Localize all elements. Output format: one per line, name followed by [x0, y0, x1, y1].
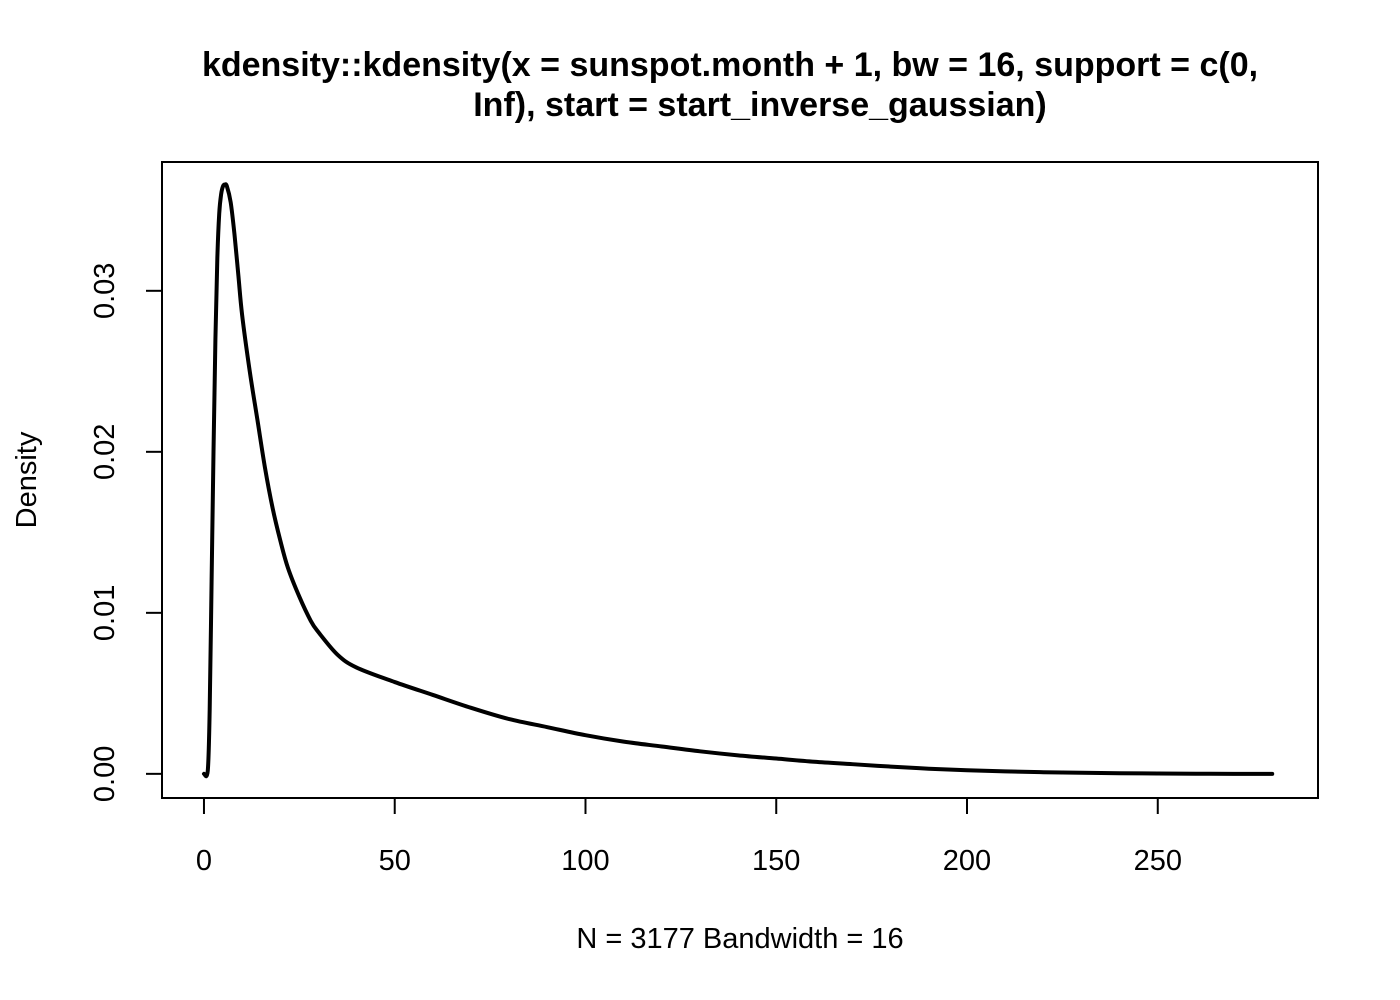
x-tick-label: 100	[561, 845, 609, 877]
x-axis-label: N = 3177 Bandwidth = 16	[576, 923, 903, 955]
x-axis: 0 50 100 150 200 250	[196, 797, 1182, 877]
chart-title-line-2: Inf), start = start_inverse_gaussian)	[473, 86, 1047, 124]
x-tick-label: 50	[379, 845, 411, 877]
x-tick-label: 200	[943, 845, 991, 877]
y-axis-label: Density	[11, 431, 43, 528]
x-tick-label: 0	[196, 845, 212, 877]
density-curve	[201, 182, 1275, 779]
y-axis: 0.00 0.01 0.02 0.03	[89, 263, 163, 802]
y-tick-label: 0.01	[89, 585, 121, 641]
x-tick-label: 250	[1134, 845, 1182, 877]
y-tick-label: 0.02	[89, 424, 121, 480]
y-tick-label: 0.00	[89, 746, 121, 802]
plot-area-border	[161, 161, 1319, 799]
x-tick-label: 150	[752, 845, 800, 877]
y-tick-label: 0.03	[89, 263, 121, 319]
chart-title-line-1: kdensity::kdensity(x = sunspot.month + 1…	[202, 46, 1258, 84]
